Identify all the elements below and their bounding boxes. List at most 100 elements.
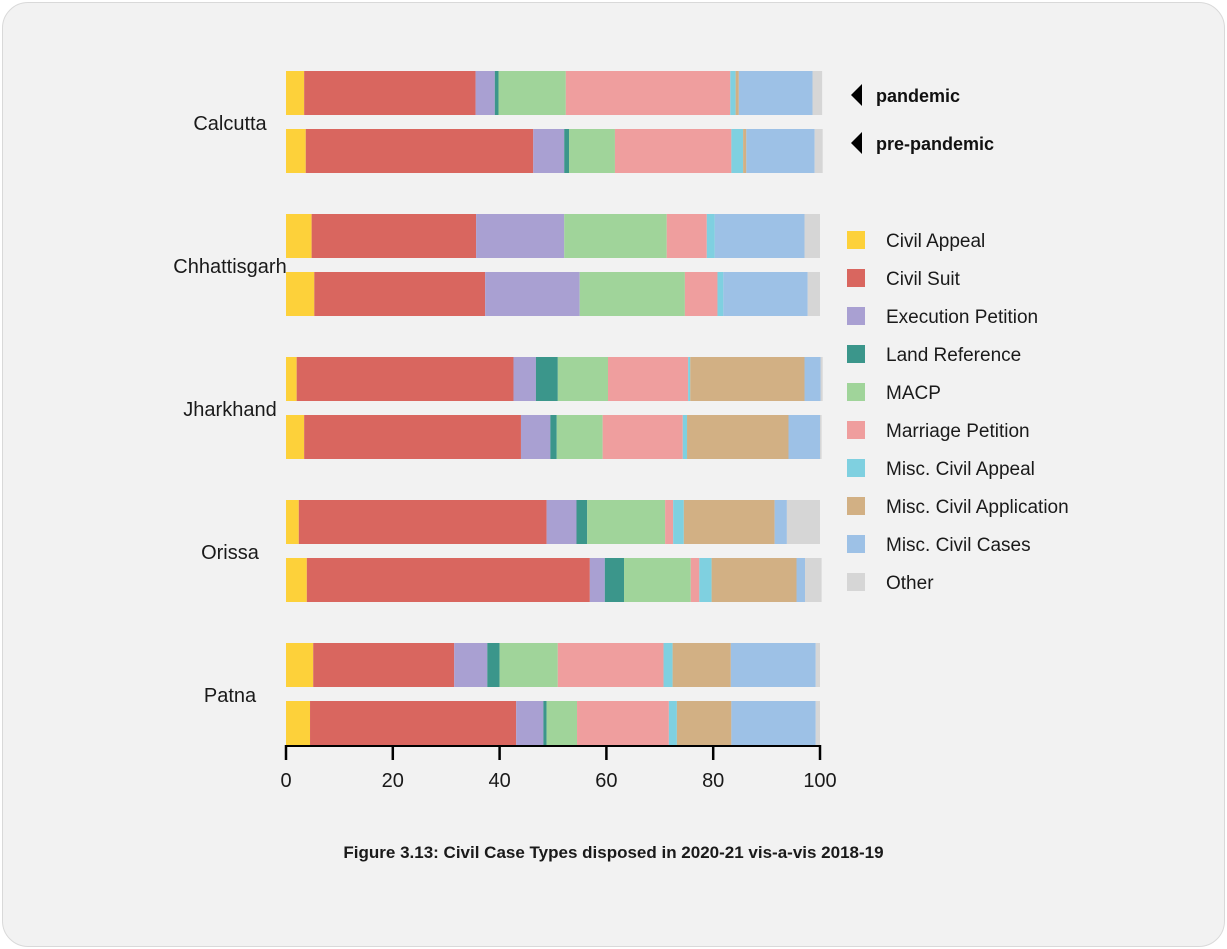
- legend-swatch-execution-petition: [847, 307, 865, 325]
- bar-jharkhand-pre-pandemic-other: [820, 415, 822, 459]
- bar-orissa-pre-pandemic-execution-petition: [589, 558, 605, 602]
- legend-label-civil-suit: Civil Suit: [886, 269, 961, 290]
- legend-swatch-land-reference: [847, 345, 865, 363]
- legend-label-other: Other: [886, 573, 934, 594]
- bar-jharkhand-pre-pandemic-land-reference: [550, 415, 557, 459]
- x-tick-label-40: 40: [488, 770, 510, 792]
- legend-swatch-macp: [847, 383, 865, 401]
- bar-chhattisgarh-pre-pandemic-execution-petition: [485, 272, 580, 316]
- bar-chhattisgarh-pre-pandemic-misc-civil-appeal: [717, 272, 724, 316]
- bar-jharkhand-pandemic-other: [820, 357, 823, 401]
- bar-calcutta-pandemic-other: [812, 71, 823, 115]
- bar-chhattisgarh-pandemic-civil-suit: [311, 214, 477, 258]
- bar-orissa-pre-pandemic-misc-civil-cases: [796, 558, 806, 602]
- legend-label-civil-appeal: Civil Appeal: [886, 231, 985, 252]
- bar-calcutta-pandemic-civil-suit: [304, 71, 476, 115]
- x-tick-label-0: 0: [280, 770, 291, 792]
- category-label-chhattisgarh: Chhattisgarh: [173, 256, 286, 278]
- x-tick-label-60: 60: [595, 770, 617, 792]
- legend-swatch-misc-civil-cases: [847, 535, 865, 553]
- bar-patna-pre-pandemic-civil-suit: [310, 701, 517, 745]
- bar-calcutta-pre-pandemic-misc-civil-appeal: [731, 129, 744, 173]
- bar-orissa-pandemic-land-reference: [576, 500, 588, 544]
- legend-label-macp: MACP: [886, 383, 941, 404]
- bar-patna-pandemic-misc-civil-appeal: [663, 643, 673, 687]
- bar-orissa-pandemic-misc-civil-application: [683, 500, 775, 544]
- bar-calcutta-pre-pandemic-misc-civil-cases: [746, 129, 815, 173]
- category-label-patna: Patna: [204, 685, 257, 707]
- bar-orissa-pandemic-misc-civil-appeal: [673, 500, 684, 544]
- bar-chhattisgarh-pandemic-misc-civil-cases: [714, 214, 805, 258]
- x-tick-label-100: 100: [803, 770, 836, 792]
- bar-calcutta-pandemic-land-reference: [494, 71, 499, 115]
- bar-orissa-pre-pandemic-misc-civil-appeal: [699, 558, 712, 602]
- legend-label-execution-petition: Execution Petition: [886, 307, 1038, 328]
- bar-calcutta-pre-pandemic-execution-petition: [533, 129, 565, 173]
- bar-calcutta-pandemic-civil-appeal: [286, 71, 305, 115]
- bar-jharkhand-pre-pandemic-civil-appeal: [286, 415, 305, 459]
- bar-calcutta-pandemic-misc-civil-cases: [738, 71, 813, 115]
- bar-chhattisgarh-pre-pandemic-civil-suit: [314, 272, 486, 316]
- bar-calcutta-pre-pandemic-civil-appeal: [286, 129, 306, 173]
- bar-orissa-pre-pandemic-civil-suit: [306, 558, 590, 602]
- bar-orissa-pre-pandemic-macp: [624, 558, 691, 602]
- bar-orissa-pre-pandemic-land-reference: [604, 558, 625, 602]
- annotation-arrow-pandemic: [851, 84, 862, 106]
- bar-jharkhand-pandemic-macp: [557, 357, 609, 401]
- bar-jharkhand-pandemic-marriage-petition: [608, 357, 689, 401]
- x-tick-label-20: 20: [382, 770, 404, 792]
- bar-orissa-pre-pandemic-other: [805, 558, 822, 602]
- bar-patna-pre-pandemic-misc-civil-cases: [731, 701, 816, 745]
- bar-patna-pre-pandemic-execution-petition: [516, 701, 544, 745]
- bar-jharkhand-pandemic-misc-civil-appeal: [688, 357, 691, 401]
- bar-chhattisgarh-pre-pandemic-misc-civil-cases: [723, 272, 808, 316]
- bar-patna-pre-pandemic-civil-appeal: [286, 701, 311, 745]
- bar-chhattisgarh-pre-pandemic-other: [807, 272, 820, 316]
- bar-calcutta-pre-pandemic-land-reference: [564, 129, 570, 173]
- bar-jharkhand-pandemic-land-reference: [535, 357, 558, 401]
- annotation-arrow-pre-pandemic: [851, 132, 862, 154]
- bar-jharkhand-pre-pandemic-misc-civil-application: [687, 415, 789, 459]
- bar-calcutta-pandemic-macp: [498, 71, 566, 115]
- bar-calcutta-pre-pandemic-misc-civil-application: [743, 129, 747, 173]
- bar-patna-pandemic-macp: [499, 643, 558, 687]
- bar-orissa-pre-pandemic-misc-civil-application: [711, 558, 797, 602]
- legend-label-marriage-petition: Marriage Petition: [886, 421, 1030, 442]
- bar-chhattisgarh-pandemic-execution-petition: [476, 214, 565, 258]
- bar-orissa-pandemic-execution-petition: [546, 500, 577, 544]
- bar-patna-pre-pandemic-land-reference: [543, 701, 547, 745]
- bar-patna-pandemic-land-reference: [487, 643, 500, 687]
- bar-chhattisgarh-pandemic-macp: [564, 214, 667, 258]
- bar-chhattisgarh-pre-pandemic-macp: [579, 272, 685, 316]
- bar-orissa-pandemic-civil-appeal: [286, 500, 299, 544]
- legend-label-misc-civil-appeal: Misc. Civil Appeal: [886, 459, 1035, 480]
- annotation-pre-pandemic: pre-pandemic: [876, 134, 994, 154]
- bar-calcutta-pandemic-marriage-petition: [565, 71, 731, 115]
- bar-orissa-pandemic-macp: [587, 500, 666, 544]
- legend-swatch-civil-suit: [847, 269, 865, 287]
- legend-swatch-other: [847, 573, 865, 591]
- category-label-jharkhand: Jharkhand: [183, 399, 276, 421]
- bar-orissa-pre-pandemic-civil-appeal: [286, 558, 307, 602]
- bar-chhattisgarh-pre-pandemic-civil-appeal: [286, 272, 315, 316]
- bar-jharkhand-pandemic-misc-civil-application: [690, 357, 805, 401]
- bar-patna-pandemic-other: [815, 643, 820, 687]
- bar-patna-pandemic-marriage-petition: [557, 643, 664, 687]
- bar-orissa-pandemic-other: [786, 500, 820, 544]
- bar-jharkhand-pandemic-misc-civil-cases: [804, 357, 821, 401]
- x-tick-label-80: 80: [702, 770, 724, 792]
- bar-patna-pandemic-misc-civil-cases: [730, 643, 816, 687]
- bar-calcutta-pre-pandemic-marriage-petition: [614, 129, 732, 173]
- bar-patna-pandemic-civil-appeal: [286, 643, 314, 687]
- bar-calcutta-pre-pandemic-other: [814, 129, 823, 173]
- category-label-calcutta: Calcutta: [193, 113, 267, 135]
- bar-jharkhand-pandemic-execution-petition: [513, 357, 536, 401]
- category-label-orissa: Orissa: [201, 542, 260, 564]
- bar-calcutta-pandemic-execution-petition: [475, 71, 495, 115]
- bar-patna-pre-pandemic-macp: [546, 701, 578, 745]
- bar-calcutta-pandemic-misc-civil-appeal: [730, 71, 736, 115]
- bar-patna-pandemic-execution-petition: [454, 643, 488, 687]
- bar-orissa-pandemic-civil-suit: [298, 500, 547, 544]
- bar-jharkhand-pre-pandemic-macp: [556, 415, 603, 459]
